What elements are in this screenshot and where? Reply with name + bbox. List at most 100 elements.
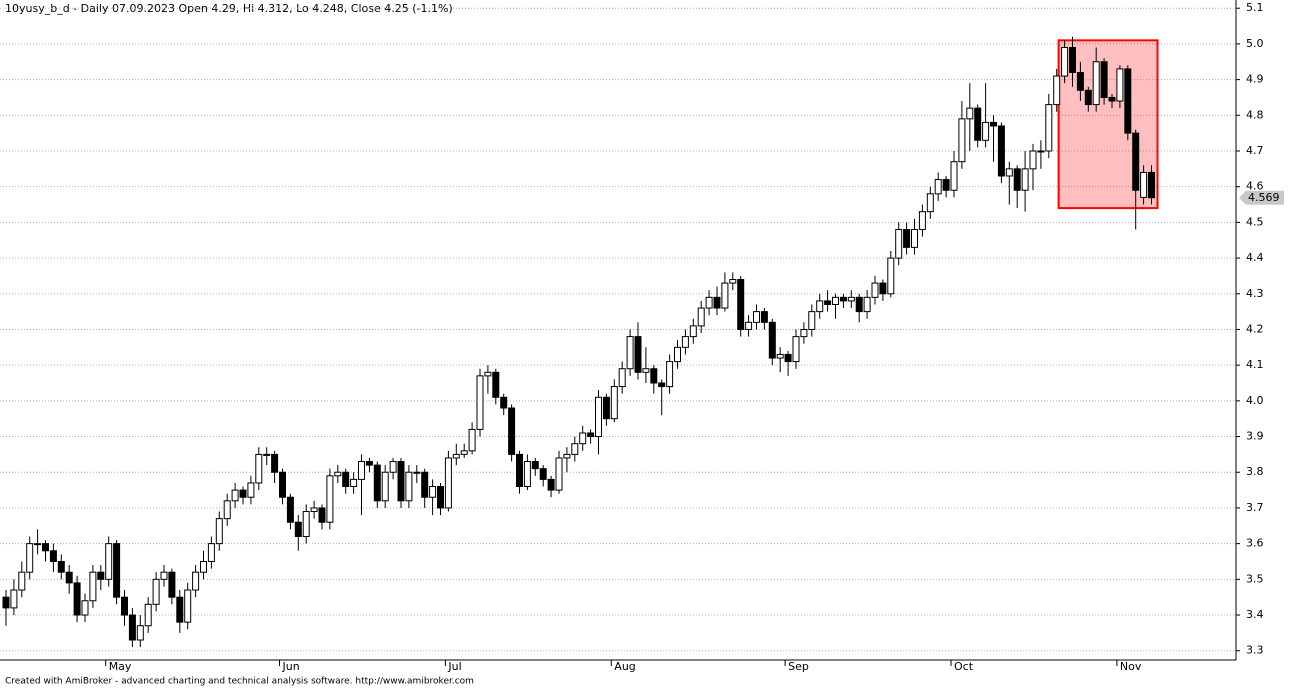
candle-body xyxy=(958,118,966,163)
candle-body xyxy=(689,325,697,338)
candle-body xyxy=(634,336,642,373)
candle-body xyxy=(89,571,97,602)
x-tick-label: Aug xyxy=(614,660,635,673)
candle-body xyxy=(1069,46,1076,73)
candle-body xyxy=(500,396,508,409)
y-tick-label: 5.1 xyxy=(1246,1,1264,14)
candle-body xyxy=(468,428,476,452)
candle-body xyxy=(745,321,753,330)
candle-body xyxy=(200,560,207,573)
x-tick-label: Jul xyxy=(447,660,461,673)
candle-body xyxy=(365,461,373,466)
candle-body xyxy=(373,464,381,502)
candle-body xyxy=(310,507,318,513)
candle-body xyxy=(239,489,247,498)
candle-body xyxy=(1013,168,1021,191)
candle-body xyxy=(508,407,516,455)
candle-body xyxy=(816,300,824,313)
candle-body xyxy=(863,296,871,313)
candle-body xyxy=(602,396,610,420)
candle-body xyxy=(681,336,689,348)
candle-body xyxy=(65,571,73,584)
candle-body xyxy=(152,578,160,605)
candle-body xyxy=(286,496,294,523)
candle-body xyxy=(405,471,413,502)
candle-body xyxy=(136,625,144,641)
candle-body xyxy=(160,571,168,580)
candle-body xyxy=(279,471,286,498)
candle-body xyxy=(697,307,705,327)
candle-body xyxy=(318,507,326,523)
y-tick-label: 3.8 xyxy=(1246,465,1264,478)
y-tick-label: 3.4 xyxy=(1246,608,1264,621)
y-tick-label: 4.3 xyxy=(1246,287,1264,300)
candle-body xyxy=(2,596,10,609)
candle-body xyxy=(437,486,444,509)
y-tick-label: 3.7 xyxy=(1246,501,1264,514)
candle-body xyxy=(1021,168,1029,191)
candle-body xyxy=(650,368,658,384)
candle-body xyxy=(824,300,832,305)
candle-body xyxy=(184,589,192,623)
candle-body xyxy=(113,543,121,598)
candle-body xyxy=(429,486,437,498)
candle-body xyxy=(144,603,152,627)
candle-body xyxy=(1037,150,1045,153)
candle-body xyxy=(705,296,713,309)
candle-body xyxy=(587,432,595,438)
candle-body xyxy=(1100,61,1108,98)
candle-body xyxy=(760,311,768,323)
y-tick-label: 4.1 xyxy=(1246,358,1264,371)
candle-body xyxy=(982,121,990,141)
candle-body xyxy=(832,296,839,305)
candle-body xyxy=(847,296,855,302)
y-tick-label: 4.9 xyxy=(1246,73,1264,86)
candle-body xyxy=(666,361,674,388)
candle-body xyxy=(247,482,255,498)
candle-body xyxy=(626,336,634,370)
candle-body xyxy=(926,193,934,213)
candle-body xyxy=(531,461,539,470)
candle-body xyxy=(776,353,784,359)
x-tick-label: Oct xyxy=(954,660,974,673)
candle-body xyxy=(555,457,563,491)
candle-body xyxy=(547,478,555,491)
price-marker xyxy=(1239,190,1284,205)
candle-body xyxy=(81,600,89,616)
candle-body xyxy=(808,311,816,330)
y-tick-label: 3.6 xyxy=(1246,537,1264,550)
candle-body xyxy=(839,296,847,302)
candle-body xyxy=(128,614,136,641)
candle-body xyxy=(121,596,128,616)
y-tick-label: 4.4 xyxy=(1246,251,1264,264)
candle-body xyxy=(34,543,42,546)
candle-body xyxy=(618,368,626,388)
x-tick-label: Sep xyxy=(788,660,809,673)
candle-body xyxy=(579,432,587,445)
candle-body xyxy=(1092,61,1100,106)
last-price-label: 4.569 xyxy=(1248,191,1280,204)
candle-body xyxy=(342,471,350,488)
y-tick-label: 4.8 xyxy=(1246,108,1264,121)
candle-body xyxy=(97,571,105,580)
y-tick-label: 3.3 xyxy=(1246,644,1264,657)
candle-body xyxy=(263,453,271,456)
candle-body xyxy=(215,518,223,545)
candle-body xyxy=(476,375,484,430)
candle-body xyxy=(942,179,950,191)
y-tick-label: 4.0 xyxy=(1246,394,1264,407)
candle-body xyxy=(1045,104,1053,152)
candle-body xyxy=(294,521,302,537)
candle-body xyxy=(950,161,958,191)
candle-body xyxy=(674,346,681,363)
candle-body xyxy=(997,125,1005,177)
candle-body xyxy=(460,450,468,455)
candle-body xyxy=(302,511,310,537)
x-tick-label: Nov xyxy=(1120,660,1142,673)
candle-body xyxy=(516,453,523,488)
candle-body xyxy=(57,560,65,573)
candle-body xyxy=(903,229,911,248)
candle-body xyxy=(397,461,405,502)
x-tick-label: Jun xyxy=(282,660,300,673)
